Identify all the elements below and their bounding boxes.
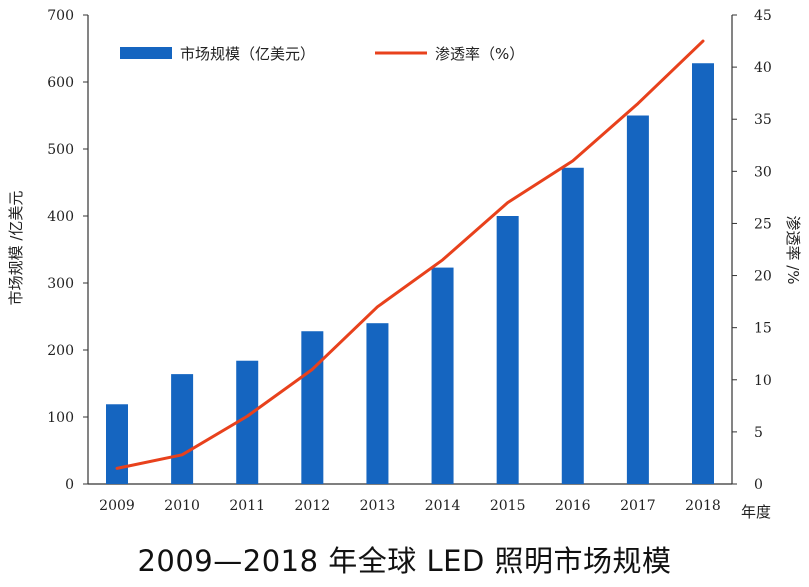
bar	[301, 331, 324, 484]
legend-bar-swatch	[120, 47, 172, 59]
y-axis-title: 市场规模 /亿美元	[7, 191, 25, 306]
bar	[692, 63, 714, 485]
y-tick-label: 300	[47, 276, 74, 292]
y-tick-label: 500	[47, 142, 74, 158]
chart: 0 100 200 300 400 500 600 700 0 5 10 15 20 25 30 35 40 4…	[7, 8, 802, 521]
left-axis-ticks: 0 100 200 300 400 500 600 700	[47, 8, 88, 493]
y2-tick-label: 45	[754, 8, 772, 24]
y-tick-label: 700	[47, 8, 74, 24]
bar	[236, 360, 259, 484]
y2-tick-label: 15	[754, 321, 772, 337]
y2-tick-label: 35	[754, 112, 772, 128]
x-tick-label: 2018	[685, 498, 721, 514]
y2-tick-label: 0	[754, 477, 763, 493]
y-tick-label: 0	[65, 477, 74, 493]
x-tick-label: 2013	[360, 498, 396, 514]
chart-title: 2009—2018 年全球 LED 照明市场规模	[137, 544, 672, 578]
x-tick-label: 2009	[99, 498, 135, 514]
y2-axis-title: 渗透率 /%	[784, 215, 802, 284]
y2-tick-label: 30	[754, 164, 772, 180]
bar	[431, 267, 454, 484]
y-tick-label: 400	[47, 209, 74, 225]
legend-bar-label: 市场规模（亿美元）	[180, 45, 315, 63]
y2-tick-label: 40	[754, 60, 772, 76]
legend-line-label: 渗透率（%）	[435, 45, 524, 63]
x-axis-title: 年度	[741, 503, 771, 521]
line-series	[115, 39, 705, 470]
legend: 市场规模（亿美元） 渗透率（%）	[120, 45, 524, 63]
x-tick-label: 2015	[490, 498, 526, 514]
right-axis-ticks: 0 5 10 15 20 25 30 35 40 45	[732, 8, 772, 493]
bar	[561, 167, 584, 484]
bar	[106, 404, 128, 484]
y-tick-label: 600	[47, 75, 74, 91]
x-tick-label: 2016	[555, 498, 591, 514]
x-tick-label: 2017	[620, 498, 656, 514]
x-tick-label: 2012	[295, 498, 331, 514]
y2-tick-label: 10	[754, 373, 772, 389]
penetration-rate-line	[115, 39, 705, 470]
y-tick-label: 100	[47, 410, 74, 426]
y2-tick-label: 25	[754, 216, 772, 232]
y2-tick-label: 20	[754, 269, 772, 285]
y2-tick-label: 5	[754, 425, 763, 441]
x-tick-label: 2014	[425, 498, 461, 514]
x-tick-label: 2011	[229, 498, 265, 514]
bar	[171, 374, 194, 484]
bar-series	[106, 63, 714, 485]
bar	[366, 323, 389, 484]
x-tick-label: 2010	[164, 498, 200, 514]
bar	[626, 115, 649, 484]
y-tick-label: 200	[47, 343, 74, 359]
bar	[496, 216, 519, 484]
x-axis-ticks: 2009 2010 2011 2012 2013 2014 2015 2016 2017 2018	[99, 498, 721, 514]
